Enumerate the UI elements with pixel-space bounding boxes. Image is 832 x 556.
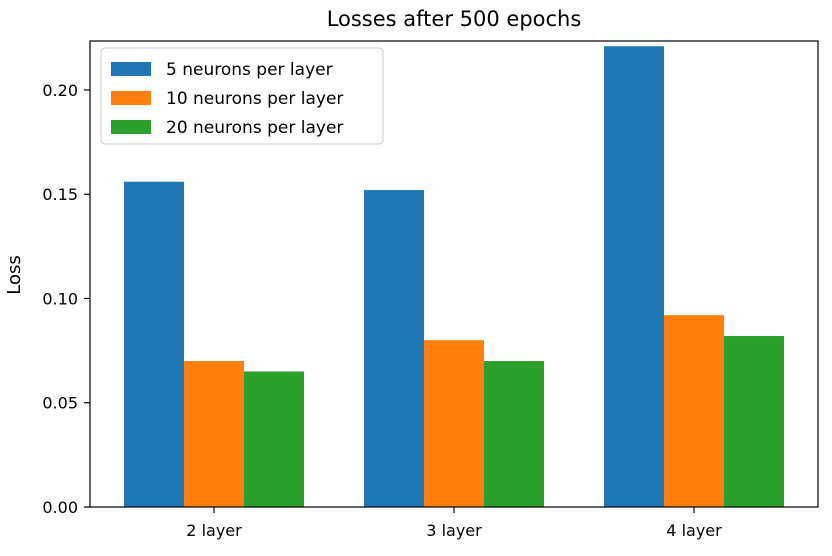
legend-swatch-1 bbox=[111, 62, 151, 76]
legend-label-3: 20 neurons per layer bbox=[166, 118, 343, 138]
bar-2-2 bbox=[424, 340, 484, 507]
y-tick-label-4: 0.15 bbox=[42, 185, 78, 204]
y-tick-label-5: 0.20 bbox=[42, 81, 78, 100]
x-tick-label-3: 4 layer bbox=[666, 521, 722, 540]
bar-1-2 bbox=[364, 190, 424, 507]
y-tick-label-1: 0.00 bbox=[42, 498, 78, 517]
bar-2-1 bbox=[184, 361, 244, 507]
legend-swatch-2 bbox=[111, 91, 151, 105]
y-tick-label-2: 0.05 bbox=[42, 394, 78, 413]
x-tick-label-2: 3 layer bbox=[426, 521, 482, 540]
legend-box bbox=[100, 47, 384, 145]
legend: 5 neurons per layer 10 neurons per layer 2… bbox=[100, 47, 384, 145]
bar-1-3 bbox=[604, 46, 664, 508]
bar-3-3 bbox=[724, 336, 784, 507]
bar-1-1 bbox=[124, 181, 184, 508]
plot-area: 0.00 0.05 0.10 0.15 0.20 2 layer 3 layer 4 laye… bbox=[42, 40, 819, 540]
legend-swatch-3 bbox=[111, 120, 151, 134]
x-tick-label-1: 2 layer bbox=[186, 521, 242, 540]
legend-label-1: 5 neurons per layer bbox=[166, 60, 333, 80]
y-tick-label-3: 0.10 bbox=[42, 289, 78, 308]
legend-label-2: 10 neurons per layer bbox=[166, 89, 343, 109]
chart-title: Losses after 500 epochs bbox=[327, 7, 582, 31]
y-axis-label: Loss bbox=[4, 255, 25, 294]
bar-3-2 bbox=[484, 361, 544, 507]
bar-3-1 bbox=[244, 371, 304, 507]
bar-2-3 bbox=[664, 315, 724, 507]
